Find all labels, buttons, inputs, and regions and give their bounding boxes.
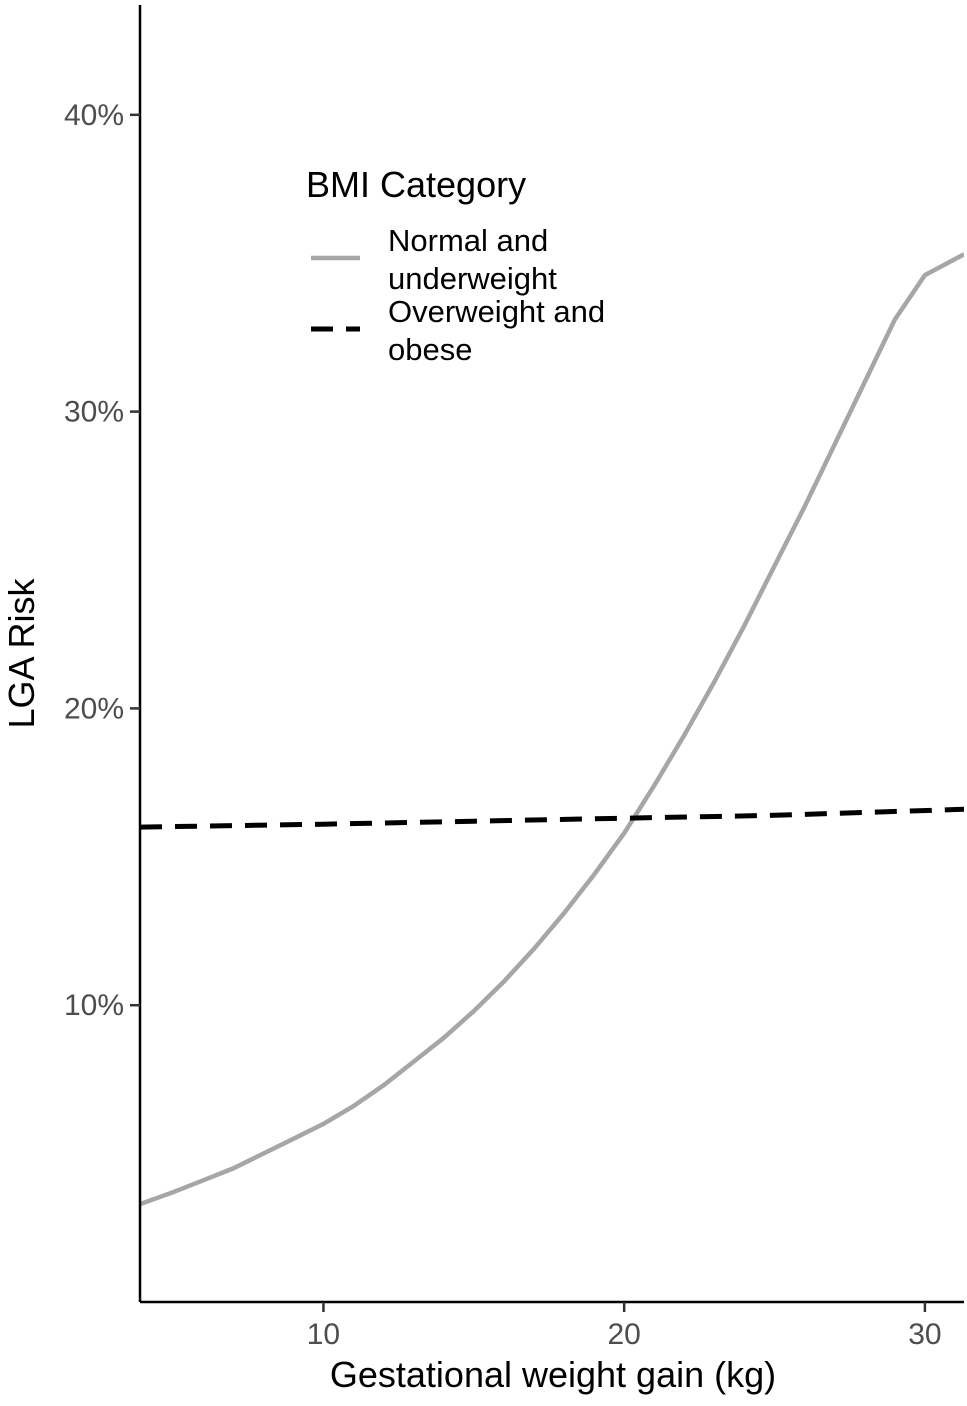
- legend-title: BMI Category: [306, 164, 526, 205]
- y-tick-label: 40%: [64, 99, 124, 132]
- legend: BMI Category Normal andunderweightOverwei…: [306, 164, 605, 367]
- legend-label: Normal and: [388, 223, 548, 258]
- x-axis-title: Gestational weight gain (kg): [330, 1354, 776, 1395]
- series-line-1: [140, 252, 964, 1207]
- x-tick-label: 20: [607, 1318, 640, 1351]
- y-axis: 10% 20% 30% 40%: [64, 5, 142, 1302]
- legend-label: underweight: [388, 261, 557, 296]
- series-line-2: [140, 806, 964, 830]
- x-axis: 10 20 30: [140, 1300, 964, 1351]
- y-axis-title: LGA Risk: [1, 577, 42, 728]
- y-tick-label: 10%: [64, 989, 124, 1022]
- legend-label: obese: [388, 332, 472, 367]
- y-tick-label: 30%: [64, 396, 124, 429]
- legend-label: Overweight and: [388, 294, 605, 329]
- x-tick-label: 30: [908, 1318, 941, 1351]
- y-tick-label: 20%: [64, 692, 124, 725]
- plot-area: [140, 252, 964, 1207]
- x-tick-label: 10: [307, 1318, 340, 1351]
